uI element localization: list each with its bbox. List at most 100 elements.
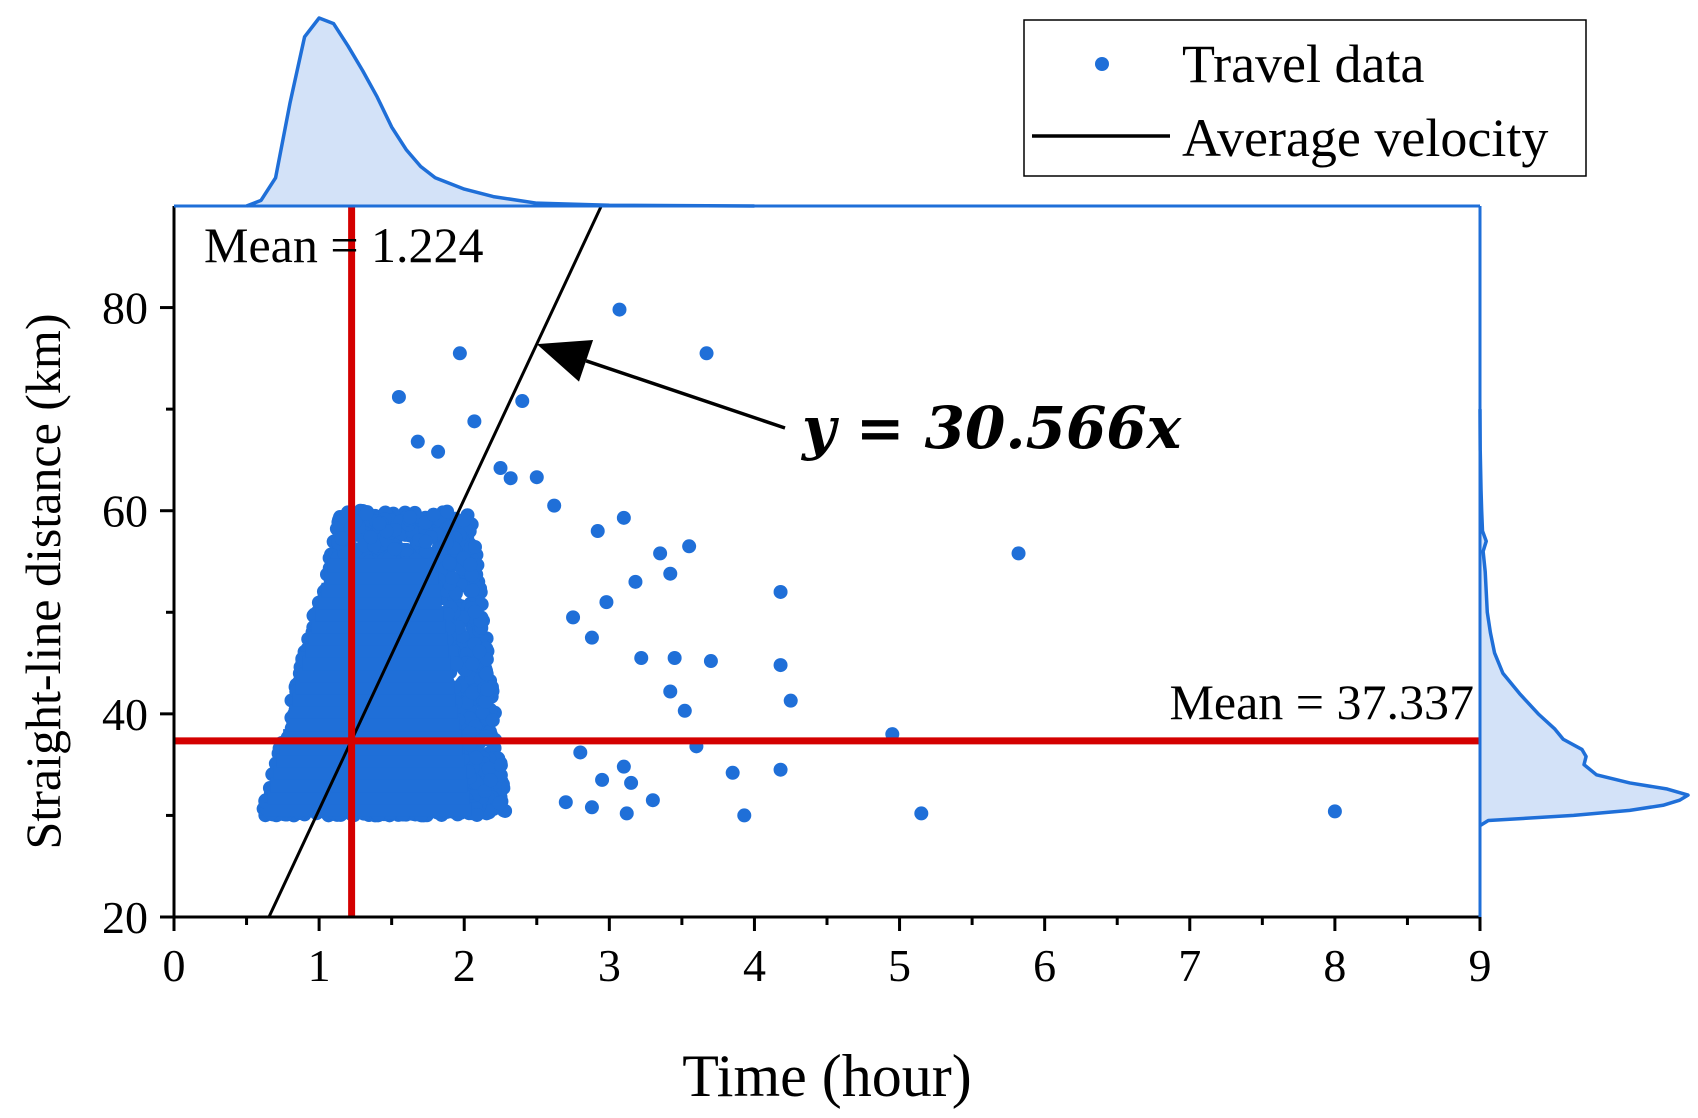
marginal-y-fill — [1480, 409, 1688, 826]
x-tick-label: 0 — [163, 940, 186, 991]
data-point-cluster — [276, 753, 465, 768]
data-point-cluster — [311, 619, 446, 634]
data-point — [481, 761, 496, 776]
data-point — [475, 705, 490, 720]
data-point — [547, 498, 562, 513]
y-tick-label: 40 — [102, 689, 148, 740]
data-point — [1327, 804, 1342, 819]
chart-text: Time (hour) Straight-line distance (km) Me… — [15, 217, 1474, 1109]
data-point — [699, 346, 714, 361]
data-point — [677, 703, 692, 718]
data-point — [628, 574, 643, 589]
data-point — [485, 713, 500, 728]
data-point — [456, 513, 471, 528]
data-point — [703, 654, 718, 669]
data-point — [624, 775, 639, 790]
data-point — [463, 557, 478, 572]
x-tick-label: 5 — [888, 940, 911, 991]
legend-label-travel-data: Travel data — [1182, 34, 1424, 94]
x-tick-label: 9 — [1469, 940, 1492, 991]
data-point — [452, 346, 467, 361]
data-point — [667, 650, 682, 665]
x-axis-title: Time (hour) — [682, 1043, 971, 1109]
legend-box — [1023, 19, 1587, 177]
data-point — [566, 610, 581, 625]
data-point-cluster — [267, 790, 470, 805]
data-point — [465, 657, 480, 672]
y-axis-title: Straight-line distance (km) — [15, 314, 71, 850]
data-point — [773, 584, 788, 599]
data-point — [914, 806, 929, 821]
x-tick-label: 7 — [1178, 940, 1201, 991]
data-point — [492, 796, 507, 811]
data-point — [467, 604, 482, 619]
data-point — [359, 506, 374, 521]
data-point — [418, 534, 433, 549]
data-point-cluster — [292, 692, 456, 707]
data-point — [469, 750, 484, 765]
data-point — [391, 389, 406, 404]
data-point — [363, 530, 378, 545]
x-tick-label: 1 — [308, 940, 331, 991]
data-point — [682, 539, 697, 554]
data-point-cluster — [270, 777, 468, 793]
data-point — [558, 795, 573, 810]
data-point-cluster — [327, 558, 437, 573]
data-point — [334, 531, 349, 546]
data-point — [493, 461, 508, 476]
y-tick-label: 80 — [102, 283, 148, 334]
data-point — [573, 745, 588, 760]
legend-dot-marker — [1095, 57, 1109, 71]
data-point-cluster — [305, 643, 449, 658]
data-point — [503, 471, 518, 486]
data-point-cluster — [302, 655, 451, 671]
data-point — [584, 630, 599, 645]
legend-label-average-velocity: Average velocity — [1182, 108, 1548, 168]
equation-annotation: y = 30.566x — [800, 394, 1183, 462]
data-point — [451, 620, 466, 635]
data-point-cluster — [324, 570, 439, 585]
data-point — [426, 507, 441, 522]
average-velocity-line — [267, 205, 603, 918]
data-point — [410, 434, 425, 449]
data-point — [467, 539, 482, 554]
data-point — [493, 758, 508, 773]
marginal-x-fill — [246, 18, 755, 206]
data-point — [584, 800, 599, 815]
marginal-x-curve — [245, 16, 755, 208]
data-point-cluster — [299, 668, 453, 683]
data-point — [479, 666, 494, 681]
mean-time-label: Mean = 1.224 — [204, 217, 484, 273]
legend: Travel data Average velocity — [1023, 19, 1587, 177]
x-tick-label: 3 — [598, 940, 621, 991]
data-point — [440, 504, 455, 519]
data-point — [403, 510, 418, 525]
x-tick-label: 8 — [1323, 940, 1346, 991]
data-point — [616, 759, 631, 774]
marginal-y-curve — [1478, 409, 1690, 828]
data-point — [431, 444, 446, 459]
data-point-cluster — [263, 802, 472, 817]
data-point — [634, 650, 649, 665]
scatter-points — [256, 302, 1342, 823]
data-point — [480, 682, 495, 697]
data-point-cluster — [315, 607, 444, 622]
data-point — [467, 414, 482, 429]
data-point — [372, 516, 387, 531]
data-point — [469, 807, 484, 822]
data-point — [725, 765, 740, 780]
data-point — [387, 541, 402, 556]
data-point — [1011, 546, 1026, 561]
data-point — [619, 806, 634, 821]
marginal-x-density — [245, 16, 755, 208]
data-point — [515, 394, 530, 409]
data-point — [737, 808, 752, 823]
marginal-y-density — [1478, 409, 1690, 828]
x-tick-label: 4 — [743, 940, 766, 991]
data-point — [595, 772, 610, 787]
data-point — [449, 656, 464, 671]
axes: 0 1 2 3 4 5 6 7 8 9 20 40 60 80 — [102, 204, 1492, 991]
data-point — [612, 302, 627, 317]
data-point-cluster — [308, 631, 448, 646]
